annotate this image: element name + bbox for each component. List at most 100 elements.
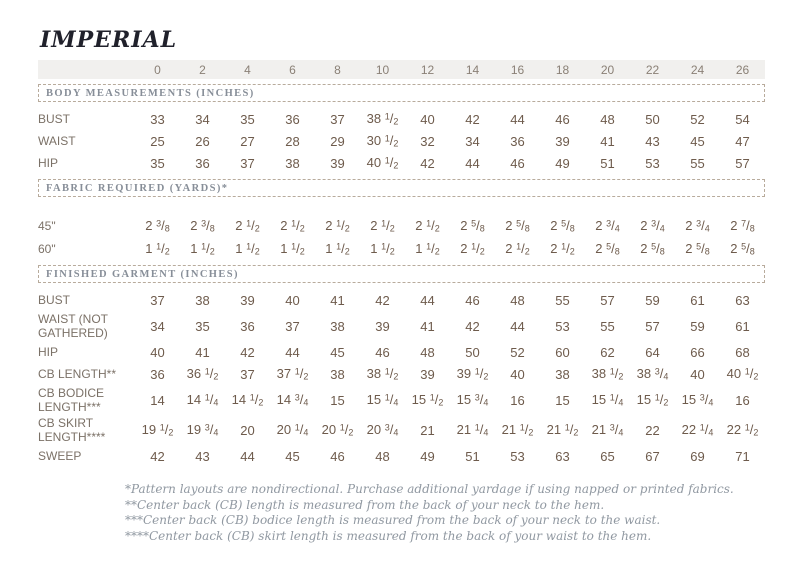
- size-header-cell: 14: [465, 62, 480, 77]
- table-row: SWEEP 42 43 44 45 46 48 49 51 53 63 65 67 69 71: [38, 445, 765, 467]
- size-header-cell: 26: [735, 62, 750, 77]
- value-cell: 40: [285, 292, 300, 308]
- value-cell: 1 1/2: [370, 240, 395, 257]
- value-cell: 53: [510, 448, 525, 464]
- value-cell: 22: [645, 422, 660, 438]
- value-cell: 52: [690, 111, 705, 127]
- value-cell: 2 1/2: [505, 240, 530, 257]
- size-header-cell: 4: [244, 62, 251, 77]
- value-cell: 36: [510, 133, 525, 149]
- value-cell: 38: [330, 318, 345, 334]
- value-cell: 15 1/2: [411, 392, 444, 408]
- value-cell: 15: [555, 392, 570, 408]
- size-header-cell: 22: [645, 62, 660, 77]
- value-cell: 44: [240, 448, 255, 464]
- value-cell: 14 3/4: [276, 392, 309, 408]
- value-cell: 35: [195, 318, 210, 334]
- value-cell: 63: [735, 292, 750, 308]
- value-cell: 64: [645, 344, 660, 360]
- value-cell: 36 1/2: [186, 366, 219, 382]
- value-cell: 2 3/8: [145, 217, 170, 234]
- value-cell: 60: [555, 344, 570, 360]
- value-cell: 15 3/4: [456, 392, 489, 408]
- value-cell: 61: [735, 318, 750, 334]
- footnotes: *Pattern layouts are nondirectional. Pur…: [125, 482, 765, 544]
- value-cell: 63: [555, 448, 570, 464]
- value-cell: 38: [555, 366, 570, 382]
- value-cell: 14 1/2: [231, 392, 264, 408]
- value-cell: 34: [150, 318, 165, 334]
- value-cell: 21 1/2: [501, 422, 534, 438]
- size-chart-table: 0 2 4 6 8 10 12 14 16 18 20 22 24 26 BODY MEASUREMENTS…: [38, 60, 765, 467]
- size-header-cell: 6: [289, 62, 296, 77]
- page-title: IMPERIAL: [40, 27, 178, 53]
- value-cell: 28: [285, 133, 300, 149]
- value-cell: 2 3/4: [595, 217, 620, 234]
- value-cell: 38 1/2: [366, 366, 399, 382]
- value-cell: 14: [150, 392, 165, 408]
- value-cell: 34: [195, 111, 210, 127]
- value-cell: 22 1/2: [726, 422, 759, 438]
- value-cell: 41: [330, 292, 345, 308]
- value-cell: 2 1/2: [235, 217, 260, 234]
- value-cell: 34: [465, 133, 480, 149]
- value-cell: 41: [600, 133, 615, 149]
- table-row: WAIST 25 26 27 28 29 30 1/2 32 34 36 39 41 43 45 47: [38, 130, 765, 152]
- value-cell: 15 1/4: [366, 392, 399, 408]
- value-cell: 38: [195, 292, 210, 308]
- value-cell: 1 1/2: [325, 240, 350, 257]
- value-cell: 38 1/2: [366, 111, 399, 127]
- value-cell: 47: [735, 133, 750, 149]
- value-cell: 40 1/2: [366, 155, 399, 171]
- value-cell: 21 1/4: [456, 422, 489, 438]
- value-cell: 57: [645, 318, 660, 334]
- value-cell: 40: [510, 366, 525, 382]
- row-label: WAIST: [38, 134, 76, 148]
- value-cell: 2 5/8: [460, 217, 485, 234]
- value-cell: 36: [150, 366, 165, 382]
- value-cell: 66: [690, 344, 705, 360]
- value-cell: 39 1/2: [456, 366, 489, 382]
- value-cell: 48: [600, 111, 615, 127]
- value-cell: 44: [420, 292, 435, 308]
- value-cell: 20: [240, 422, 255, 438]
- section-rows: BUST 33 34 35 36 37 38 1/2 40 42 44 46 48 50 52 54 WAIS…: [38, 108, 765, 174]
- value-cell: 53: [645, 155, 660, 171]
- value-cell: 2 1/2: [460, 240, 485, 257]
- size-header-cell: 10: [375, 62, 390, 77]
- value-cell: 30 1/2: [366, 133, 399, 149]
- value-cell: 2 1/2: [325, 217, 350, 234]
- value-cell: 1 1/2: [415, 240, 440, 257]
- footnote: ***Center back (CB) bodice length is mea…: [125, 513, 661, 527]
- value-cell: 40: [150, 344, 165, 360]
- table-row: WAIST (NOT GATHERED) 34 35 36 37 38 39 41 42 44 53…: [38, 311, 765, 341]
- value-cell: 46: [555, 111, 570, 127]
- value-cell: 38: [330, 366, 345, 382]
- value-cell: 37: [330, 111, 345, 127]
- row-label: 60": [38, 241, 56, 256]
- footnote: **Center back (CB) length is measured fr…: [125, 497, 605, 512]
- value-cell: 55: [690, 155, 705, 171]
- value-cell: 19 3/4: [186, 422, 219, 438]
- row-label: BUST: [38, 112, 71, 126]
- value-cell: 44: [510, 111, 525, 127]
- value-cell: 52: [510, 344, 525, 360]
- size-header-cell: 20: [600, 62, 615, 77]
- table-row: CB BODICE LENGTH*** 14 14 1/4 14 1/2 14 3/4 1…: [38, 385, 765, 415]
- value-cell: 37: [240, 155, 255, 171]
- value-cell: 20 1/4: [276, 422, 309, 438]
- value-cell: 41: [420, 318, 435, 334]
- row-label: CB LENGTH**: [38, 367, 117, 381]
- value-cell: 46: [375, 344, 390, 360]
- value-cell: 37: [240, 366, 255, 382]
- value-cell: 46: [465, 292, 480, 308]
- value-cell: 39: [375, 318, 390, 334]
- size-header-cell: 16: [510, 62, 525, 77]
- value-cell: 20 1/2: [321, 422, 354, 438]
- value-cell: 46: [330, 448, 345, 464]
- value-cell: 44: [465, 155, 480, 171]
- value-cell: 2 5/8: [640, 240, 665, 257]
- value-cell: 37 1/2: [276, 366, 309, 382]
- value-cell: 48: [510, 292, 525, 308]
- footnote: ****Center back (CB) skirt length is mea…: [125, 528, 652, 543]
